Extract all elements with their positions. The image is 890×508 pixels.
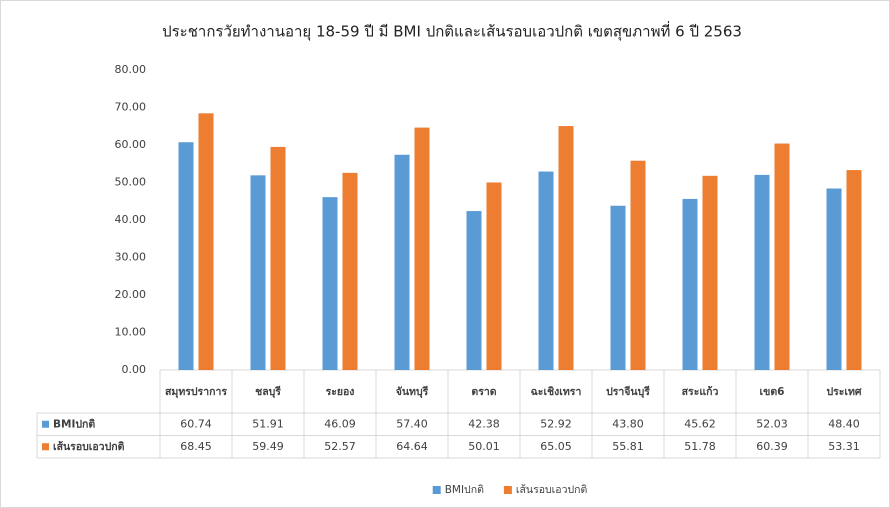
legend-label: เส้นรอบเอวปกติ xyxy=(516,484,588,496)
table-cell: 45.62 xyxy=(684,417,716,430)
y-tick-label: 80.00 xyxy=(115,63,147,76)
y-tick-label: 0.00 xyxy=(122,363,147,376)
chart-title: ประชากรวัยทำงานอายุ 18-59 ปี มี BMI ปกติ… xyxy=(162,21,742,42)
table-cell: 43.80 xyxy=(612,417,644,430)
legend-item: BMIปกติ xyxy=(432,484,484,496)
table-cell: 51.91 xyxy=(252,417,284,430)
x-tick-label-box: เขต6 xyxy=(759,385,785,398)
bar xyxy=(774,143,790,370)
bar xyxy=(270,146,286,370)
bar xyxy=(754,174,770,370)
x-tick-label: สระแก้ว xyxy=(681,385,719,398)
table-row-label: BMIปกติ xyxy=(53,418,95,430)
bar xyxy=(342,172,358,370)
x-tick-label: ฉะเชิงเทรา xyxy=(530,385,582,398)
table-cell: 50.01 xyxy=(468,440,500,453)
bar xyxy=(414,127,430,370)
y-tick-label: 60.00 xyxy=(115,138,147,151)
y-tick-label: 30.00 xyxy=(115,251,147,264)
y-tick-label: 20.00 xyxy=(115,288,147,301)
table-cell: 60.74 xyxy=(180,417,212,430)
x-tick-label-box: ระยอง xyxy=(325,385,355,398)
bar xyxy=(558,126,574,370)
x-tick-label: ปราจีนบุรี xyxy=(606,385,650,398)
x-tick-label: ชลบุรี xyxy=(255,385,281,398)
x-tick-label: สมุทรปราการ xyxy=(165,385,227,398)
table-cell: 46.09 xyxy=(324,417,356,430)
x-tick-label-box: ชลบุรี xyxy=(255,385,281,398)
x-tick-label-box: ปราจีนบุรี xyxy=(606,385,650,398)
bar xyxy=(198,113,214,370)
table-cell: 48.40 xyxy=(828,417,860,430)
table-cell: 59.49 xyxy=(252,440,284,453)
x-tick-label-box: ฉะเชิงเทรา xyxy=(530,385,582,398)
bar xyxy=(178,142,194,370)
y-tick-label: 50.00 xyxy=(115,176,147,189)
bar xyxy=(486,182,502,370)
table-row-label: เส้นรอบเอวปกติ xyxy=(53,440,125,453)
bar xyxy=(610,205,626,370)
table-cell: 42.38 xyxy=(468,417,500,430)
x-tick-label: เขต6 xyxy=(759,385,785,398)
bar xyxy=(682,198,698,370)
table-legend-key xyxy=(42,420,49,428)
table-cell: 52.03 xyxy=(756,417,788,430)
bar xyxy=(322,197,338,370)
y-tick-label: 40.00 xyxy=(115,213,147,226)
bar xyxy=(630,160,646,370)
x-tick-label-box: จันทบุรี xyxy=(395,385,429,398)
x-tick-label-box: สมุทรปราการ xyxy=(165,385,227,398)
table-cell: 60.39 xyxy=(756,440,788,453)
x-tick-label-box: ตราด xyxy=(471,385,497,398)
table-cell: 55.81 xyxy=(612,440,644,453)
table-legend-key xyxy=(42,443,49,451)
bar xyxy=(826,188,842,370)
table-cell: 51.78 xyxy=(684,440,716,453)
legend-label: BMIปกติ xyxy=(445,484,484,496)
x-tick-label: ตราด xyxy=(471,385,497,398)
legend-key xyxy=(432,486,441,494)
x-tick-label-box: สระแก้ว xyxy=(681,385,719,398)
table-cell: 53.31 xyxy=(828,440,860,453)
x-tick-label: ระยอง xyxy=(325,385,355,398)
legend-key xyxy=(503,486,512,494)
table-cell: 64.64 xyxy=(396,440,428,453)
table-cell: 68.45 xyxy=(180,440,212,453)
table-cell: 52.92 xyxy=(540,417,572,430)
x-tick-label-box: ประเทศ xyxy=(826,385,862,398)
bar xyxy=(466,211,482,370)
x-tick-label: ประเทศ xyxy=(826,385,862,398)
y-tick-label: 70.00 xyxy=(115,101,147,114)
y-tick-label: 10.00 xyxy=(115,326,147,339)
legend-item: เส้นรอบเอวปกติ xyxy=(503,484,588,496)
table-cell: 52.57 xyxy=(324,440,356,453)
bar xyxy=(250,175,266,370)
bar xyxy=(702,175,718,370)
bar xyxy=(538,171,554,370)
table-cell: 57.40 xyxy=(396,417,428,430)
bar xyxy=(394,154,410,370)
table-cell: 65.05 xyxy=(540,440,572,453)
bar xyxy=(846,170,862,370)
x-tick-label: จันทบุรี xyxy=(395,385,429,398)
